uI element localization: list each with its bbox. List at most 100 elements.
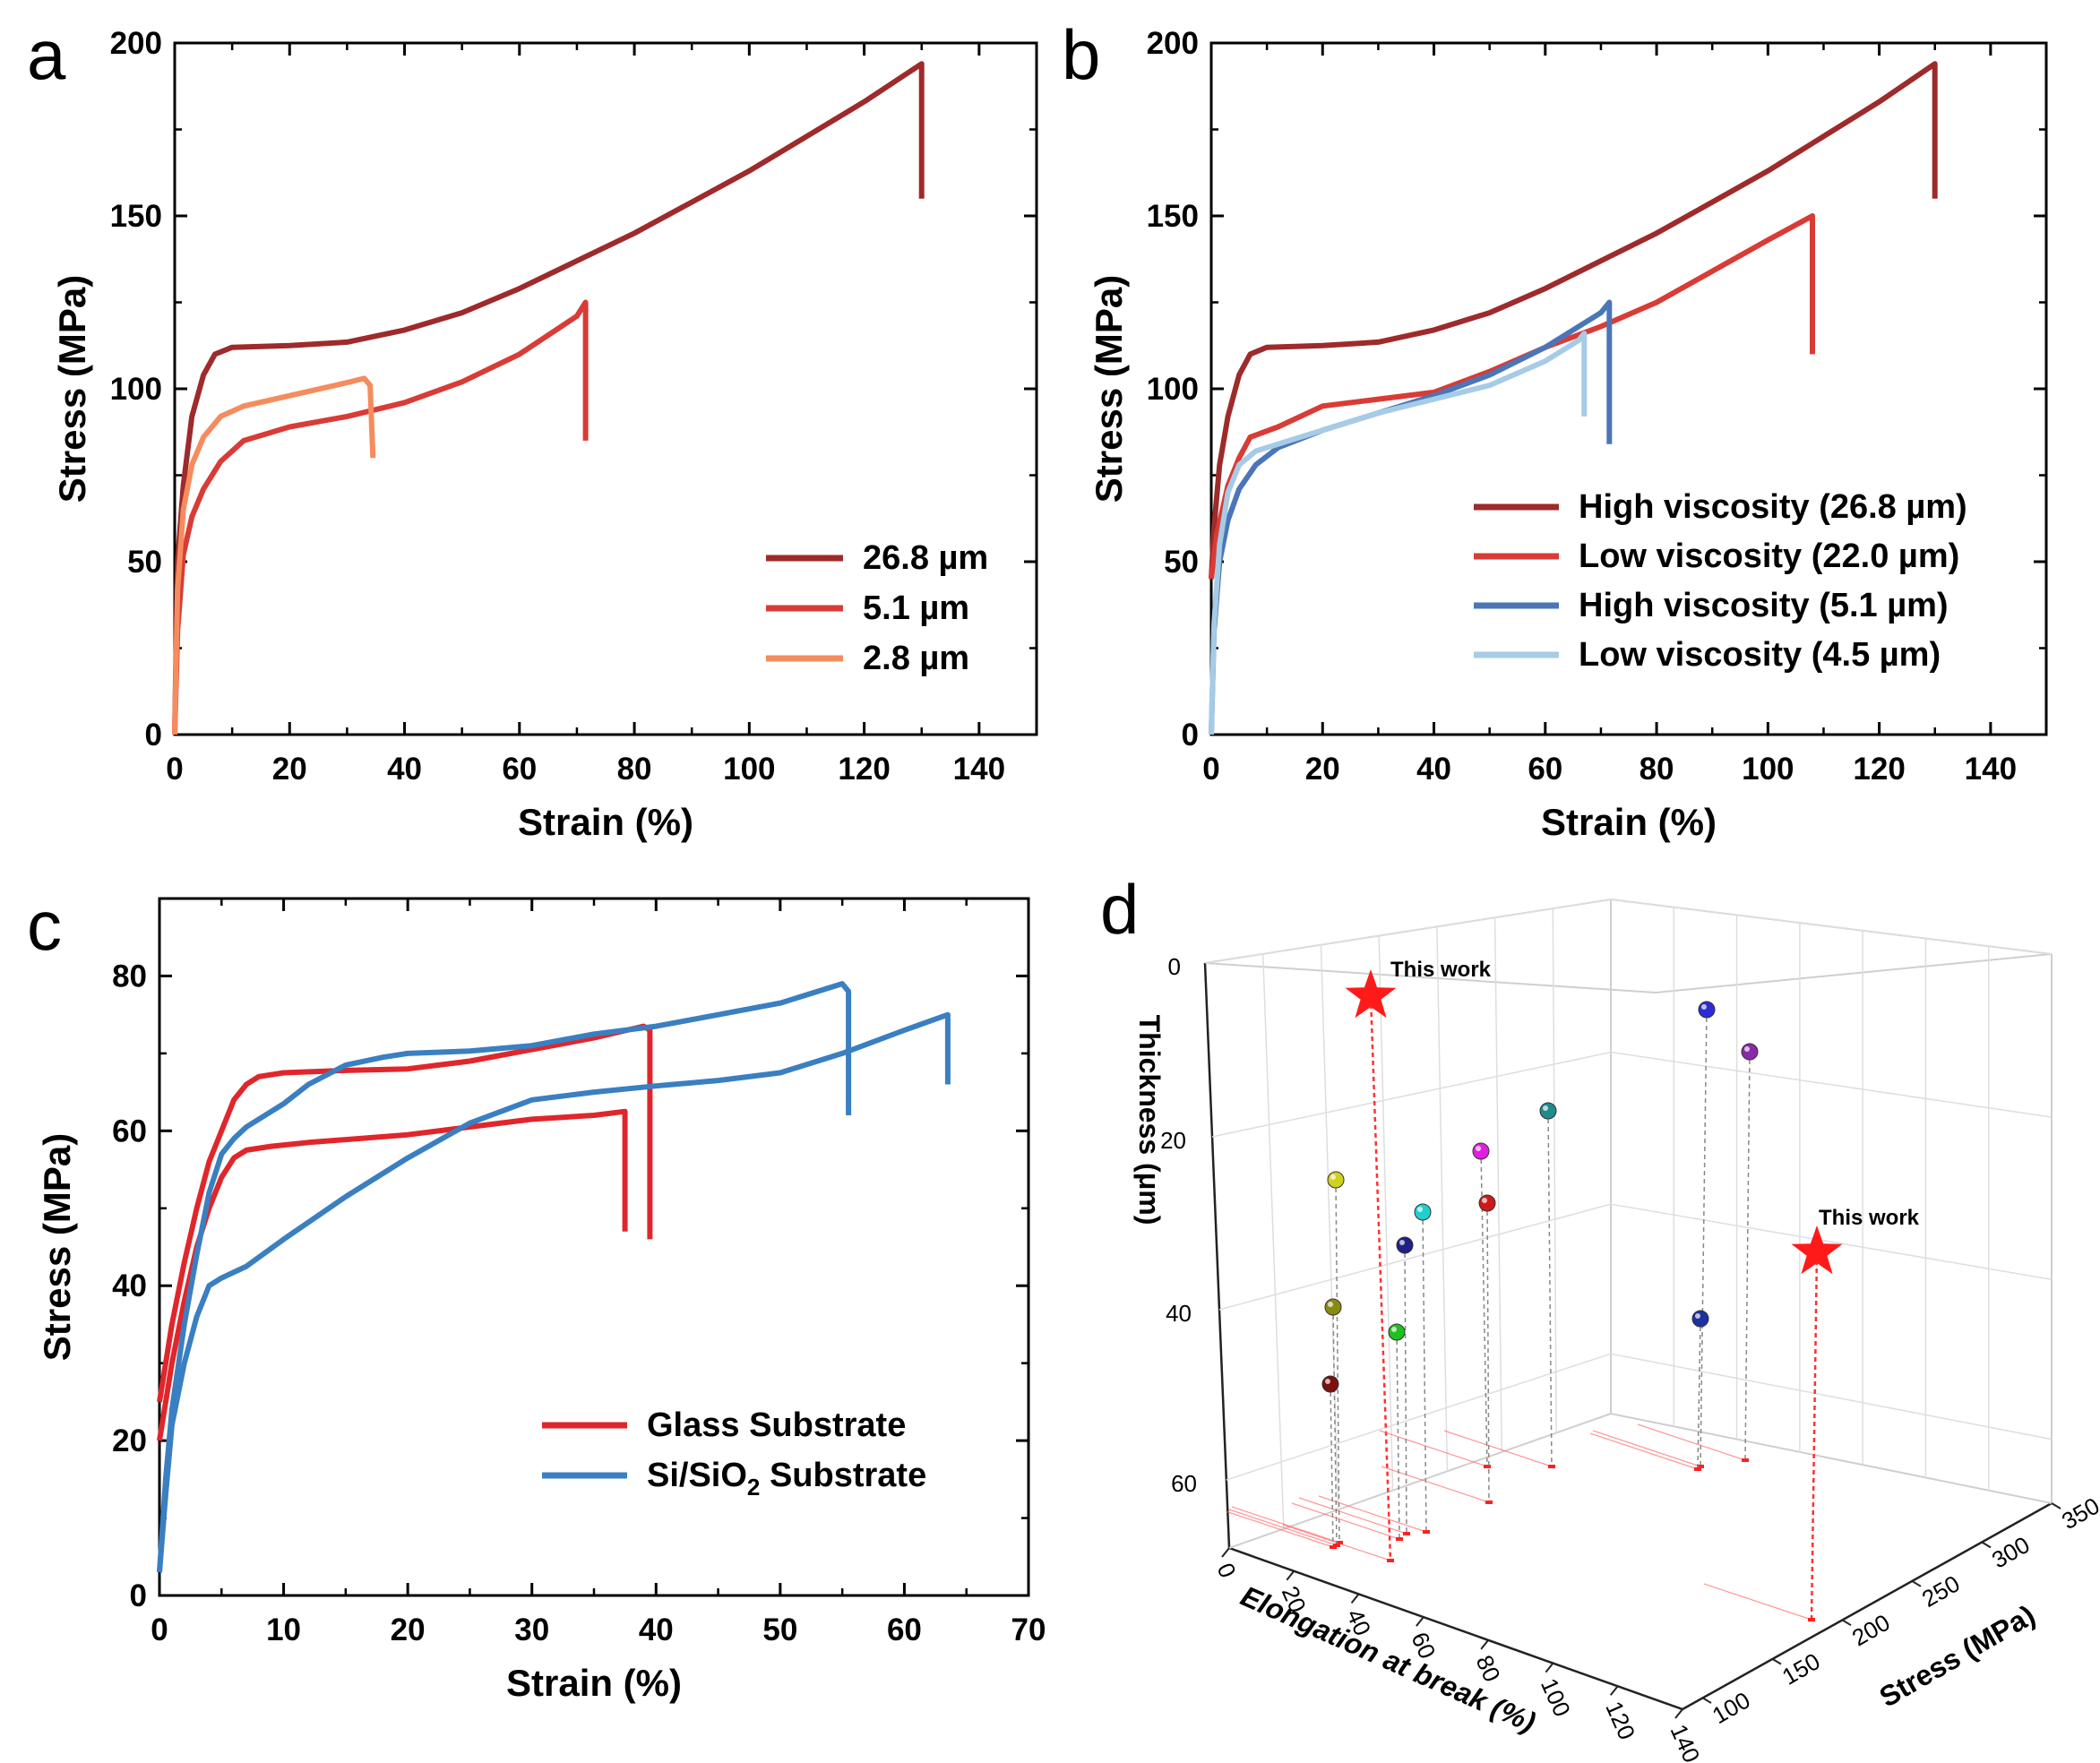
d-grid-line — [1320, 944, 1339, 1510]
panel-b-chart: 0 20 40 60 80 100 120 140 0 50 100 150 200 Strain (%)… — [1088, 26, 2048, 843]
a-ytick-label: 200 — [110, 26, 162, 61]
b-xlabel: Strain (%) — [1541, 801, 1717, 843]
a-legend-label-0: 26.8 µm — [863, 539, 988, 577]
d-front-bottom-axis — [1228, 1546, 1683, 1711]
c-ytick-label: 80 — [112, 959, 147, 993]
d-floor-projection-11 — [1291, 1502, 1400, 1540]
d-left-axis-line — [1203, 962, 1231, 1549]
d-sphere-highlight-10 — [1328, 1302, 1333, 1307]
d-elong-tick-mark — [1545, 1662, 1554, 1673]
c-xtick-label: 60 — [887, 1612, 922, 1647]
d-elong-tick-label: 120 — [1600, 1698, 1640, 1744]
a-series-line-2 — [172, 375, 376, 735]
d-grid-line — [1552, 908, 1557, 1433]
d-stress-tick-label: 200 — [1847, 1609, 1895, 1652]
d-elong-tick-mark — [1221, 1547, 1230, 1558]
a-ytick-label: 0 — [145, 718, 162, 752]
d-grid-line — [1610, 899, 2053, 955]
d-floor-marker-7 — [1423, 1530, 1430, 1534]
c-xlabel: Strain (%) — [506, 1662, 682, 1704]
c-series-line-3 — [157, 1011, 951, 1573]
d-thickness-tick-60: 60 — [1171, 1470, 1197, 1497]
d-sphere-highlight-4 — [1543, 1105, 1548, 1111]
d-sphere-highlight-5 — [1476, 1146, 1481, 1151]
c-xtick-label: 0 — [151, 1612, 168, 1647]
d-floor-marker-9 — [1403, 1532, 1410, 1535]
d-floor-projection-7 — [1318, 1495, 1427, 1533]
d-sphere-highlight-11 — [1391, 1327, 1397, 1332]
d-sphere-point-6 — [1327, 1171, 1345, 1189]
d-stress-tick-mark — [1911, 1579, 1922, 1587]
d-sphere-point-9 — [1396, 1236, 1414, 1254]
c-xtick-label: 10 — [266, 1612, 301, 1647]
d-floor-projection-13 — [1589, 1432, 1699, 1470]
d-sphere-point-7 — [1414, 1203, 1432, 1221]
d-elong-tick-label: 140 — [1665, 1720, 1706, 1763]
d-grid-line — [1204, 899, 1612, 964]
d-elong-tick-mark — [1674, 1708, 1683, 1719]
c-ytick-label: 0 — [130, 1578, 147, 1613]
d-floor-marker-8 — [1485, 1501, 1493, 1504]
d-elong-tick-label: 100 — [1536, 1674, 1576, 1721]
d-drop-line-13 — [1697, 1318, 1701, 1470]
d-grid-line — [1218, 1203, 1612, 1311]
d-elong-tick-mark — [1350, 1593, 1360, 1604]
a-xtick-label: 40 — [387, 752, 422, 787]
a-ytick-label: 50 — [127, 545, 162, 580]
b-ytick-label: 50 — [1164, 545, 1199, 580]
c-ytick-label: 40 — [112, 1268, 147, 1303]
d-floor-projection-9 — [1298, 1497, 1407, 1535]
d-floor-marker-0 — [1387, 1559, 1394, 1562]
d-grid-line — [1261, 953, 1285, 1529]
a-xtick-label: 20 — [272, 752, 307, 787]
b-xtick-label: 120 — [1853, 752, 1905, 787]
a-xtick-label: 140 — [953, 752, 1005, 787]
c-series-line-0 — [157, 1023, 653, 1403]
d-drop-line-2 — [1700, 1009, 1708, 1467]
d-grid-line — [1226, 1353, 1612, 1481]
d-grid-line — [1211, 1051, 1612, 1138]
d-elong-tick-mark — [1609, 1685, 1619, 1696]
d-floor-marker-6 — [1336, 1541, 1343, 1544]
d-floor-projection-10 — [1228, 1509, 1338, 1546]
d-grid-line — [1610, 1203, 2053, 1281]
d-floor-projection-2 — [1592, 1430, 1701, 1467]
d-stress-tick-mark — [1981, 1541, 1992, 1549]
panel-c-chart: 0 10 20 30 40 50 60 70 0 20 40 60 80 Strain (%) Stress… — [36, 897, 1046, 1704]
a-series-line-1 — [172, 299, 589, 735]
d-drop-line-3 — [1744, 1051, 1751, 1461]
c-ytick-label: 20 — [112, 1423, 147, 1458]
a-xtick-label: 60 — [502, 752, 537, 787]
d-sphere-point-12 — [1321, 1375, 1339, 1393]
d-grid-line — [1610, 1051, 2053, 1118]
a-ylabel: Stress (MPa) — [51, 275, 93, 503]
d-sphere-highlight-2 — [1701, 1004, 1707, 1010]
b-xtick-label: 60 — [1528, 752, 1562, 787]
c-series-line-2 — [157, 981, 852, 1573]
c-xtick-label: 70 — [1011, 1612, 1046, 1647]
c-xtick-label: 50 — [762, 1612, 797, 1647]
a-xtick-label: 120 — [838, 752, 890, 787]
d-sphere-highlight-9 — [1399, 1240, 1405, 1245]
c-series-line-1 — [157, 1108, 628, 1441]
d-sphere-highlight-6 — [1330, 1174, 1336, 1180]
a-xlabel: Strain (%) — [518, 801, 693, 843]
d-sphere-point-3 — [1741, 1043, 1759, 1061]
d-sphere-highlight-12 — [1325, 1379, 1330, 1384]
d-drop-line-6 — [1335, 1179, 1340, 1544]
b-xtick-label: 80 — [1640, 752, 1674, 787]
b-series-line-2 — [1209, 299, 1613, 735]
d-stress-tick-mark — [2051, 1502, 2061, 1509]
d-sphere-point-4 — [1539, 1102, 1557, 1120]
panel-letter-c: c — [27, 886, 62, 965]
b-series-line-0 — [1209, 61, 1938, 580]
c-legend-sub-1: 2 — [747, 1474, 760, 1501]
d-drop-line-7 — [1422, 1211, 1427, 1533]
b-legend-label-0: High viscosity (26.8 µm) — [1579, 488, 1967, 526]
d-thickness-tick-40: 40 — [1166, 1300, 1192, 1327]
c-legend-label-0: Glass Substrate — [647, 1406, 906, 1444]
d-sphere-point-8 — [1478, 1194, 1496, 1212]
a-ytick-label: 150 — [110, 199, 162, 234]
